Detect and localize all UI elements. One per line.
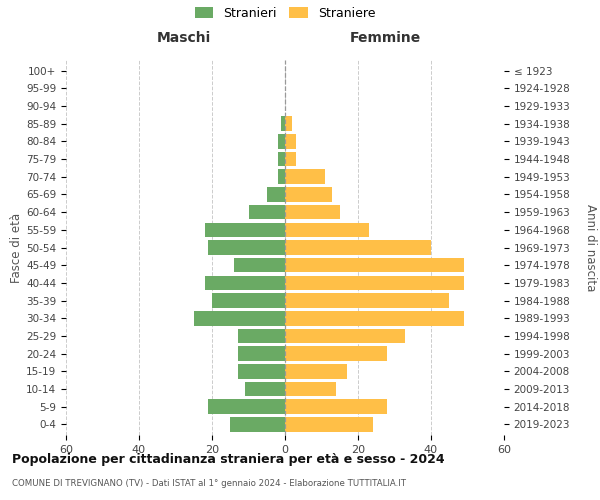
Bar <box>238 328 285 343</box>
Bar <box>267 187 285 202</box>
Bar <box>194 311 285 326</box>
Bar <box>285 382 336 396</box>
Y-axis label: Anni di nascita: Anni di nascita <box>584 204 598 291</box>
Bar <box>285 187 332 202</box>
Bar <box>285 240 431 255</box>
Bar <box>205 222 285 237</box>
Bar <box>238 346 285 361</box>
Bar <box>281 116 285 131</box>
Bar <box>285 417 373 432</box>
Bar <box>248 205 285 220</box>
Bar <box>285 170 325 184</box>
Bar <box>285 294 449 308</box>
Bar <box>285 346 387 361</box>
Text: COMUNE DI TREVIGNANO (TV) - Dati ISTAT al 1° gennaio 2024 - Elaborazione TUTTITA: COMUNE DI TREVIGNANO (TV) - Dati ISTAT a… <box>12 479 406 488</box>
Bar <box>285 134 296 148</box>
Bar <box>285 328 406 343</box>
Bar <box>278 134 285 148</box>
Bar <box>285 222 369 237</box>
Text: Maschi: Maschi <box>157 31 211 45</box>
Bar <box>285 205 340 220</box>
Bar <box>208 240 285 255</box>
Bar <box>212 294 285 308</box>
Bar <box>208 400 285 414</box>
Bar <box>285 152 296 166</box>
Bar <box>230 417 285 432</box>
Bar <box>278 170 285 184</box>
Bar <box>238 364 285 378</box>
Bar <box>234 258 285 272</box>
Bar <box>245 382 285 396</box>
Legend: Stranieri, Straniere: Stranieri, Straniere <box>194 7 376 20</box>
Bar <box>285 276 464 290</box>
Bar <box>285 258 464 272</box>
Bar <box>285 116 292 131</box>
Bar <box>285 400 387 414</box>
Bar <box>278 152 285 166</box>
Y-axis label: Fasce di età: Fasce di età <box>10 212 23 282</box>
Text: Femmine: Femmine <box>350 31 421 45</box>
Bar <box>285 311 464 326</box>
Bar <box>205 276 285 290</box>
Bar <box>285 364 347 378</box>
Text: Popolazione per cittadinanza straniera per età e sesso - 2024: Popolazione per cittadinanza straniera p… <box>12 452 445 466</box>
